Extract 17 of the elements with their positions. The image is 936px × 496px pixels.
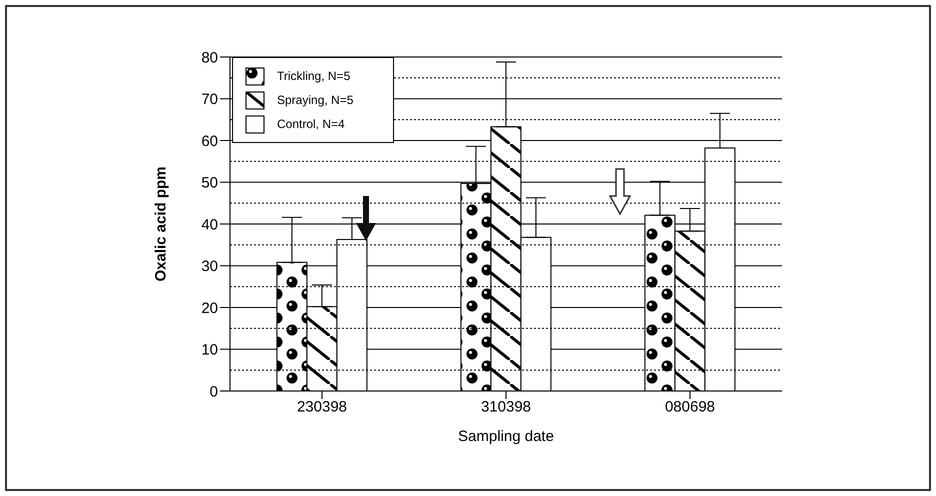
legend-label: Control, N=4: [277, 117, 345, 131]
x-tick-label: 080698: [664, 398, 716, 416]
y-axis-title: Oxalic acid ppm: [152, 166, 170, 282]
y-tick-label: 80: [201, 49, 218, 66]
y-tick-label: 0: [210, 383, 218, 400]
x-tick-label: 230398: [296, 398, 348, 416]
y-tick-label: 20: [201, 300, 218, 317]
legend-label: Spraying, N=5: [277, 93, 354, 107]
y-tick-label: 50: [201, 174, 218, 192]
y-tick-label: 10: [201, 342, 218, 359]
x-tick-label: 310398: [480, 398, 532, 416]
x-axis-title: Sampling date: [458, 428, 554, 445]
y-tick-label: 40: [201, 216, 218, 234]
y-tick-label: 70: [201, 91, 218, 108]
legend-label: Trickling, N=5: [277, 69, 350, 83]
y-tick-label: 60: [201, 132, 218, 150]
y-tick-label: 30: [201, 258, 218, 276]
